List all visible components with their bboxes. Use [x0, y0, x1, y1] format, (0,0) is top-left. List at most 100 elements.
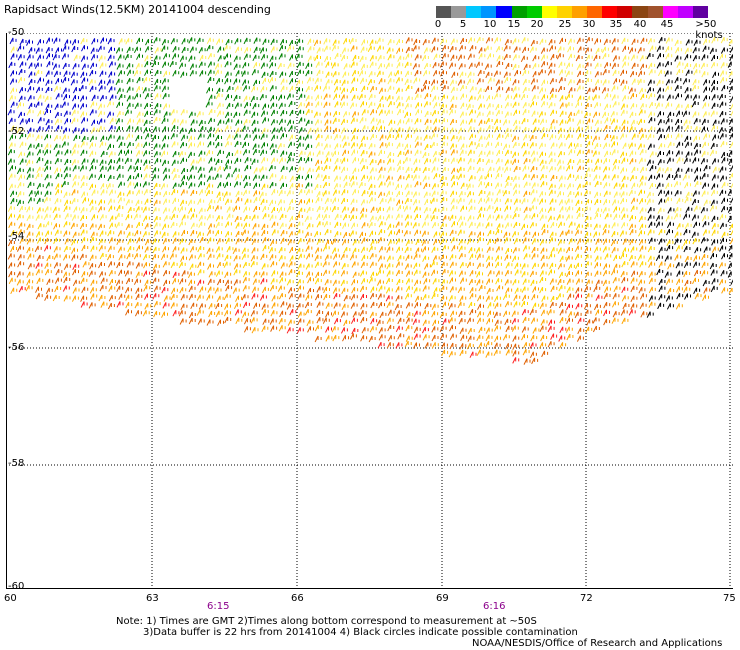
wind-barb [287, 62, 295, 69]
wind-barb [262, 38, 270, 46]
wind-barb [466, 78, 474, 86]
wind-barb [620, 79, 628, 86]
wind-barb [540, 60, 548, 68]
lon-label-69: 69 [436, 593, 449, 604]
wind-barb [44, 95, 52, 103]
wind-barb [358, 70, 366, 77]
wind-barb [594, 71, 602, 78]
wind-barb [325, 78, 333, 86]
wind-barb [269, 70, 277, 78]
wind-barb [207, 61, 215, 68]
wind-barb [279, 71, 287, 78]
wind-barb [259, 93, 267, 101]
wind-barb [216, 87, 224, 95]
wind-barb [692, 46, 700, 54]
colorbar-swatch [692, 6, 708, 18]
lat-label-58: -58 [8, 458, 25, 469]
wind-barb [116, 87, 124, 95]
wind-barb [215, 92, 223, 100]
wind-barb [665, 45, 673, 53]
wind-barb [404, 70, 412, 78]
cb-label-10: 10 [483, 19, 497, 30]
wind-barb [450, 86, 458, 94]
wind-barb [585, 54, 593, 62]
wind-barb [161, 85, 169, 93]
wind-barb [538, 87, 546, 94]
wind-barb [72, 86, 80, 94]
wind-barb [98, 55, 106, 62]
wind-barb [648, 68, 656, 76]
wind-barb [628, 47, 636, 54]
wind-barb [504, 38, 512, 46]
wind-barb [674, 76, 682, 84]
wind-barb [296, 69, 304, 76]
wind-barb [118, 93, 126, 101]
wind-barb [243, 46, 251, 54]
wind-barb [35, 69, 43, 77]
wind-barb [439, 38, 447, 45]
wind-barb [567, 45, 574, 53]
wind-barb [19, 61, 27, 68]
wind-barb [352, 54, 360, 62]
wind-barb [280, 78, 288, 85]
wind-barb [631, 38, 639, 46]
wind-barb [577, 46, 585, 53]
wind-barb [459, 84, 467, 92]
wind-barb [728, 39, 733, 46]
wind-barb [603, 61, 611, 69]
wind-barb [154, 78, 162, 86]
wind-barb [601, 87, 609, 94]
wind-barb [289, 85, 297, 93]
wind-barb [432, 61, 440, 69]
wind-barb [199, 54, 207, 62]
wind-barb [369, 61, 377, 68]
wind-barb [378, 87, 386, 94]
wind-barb [368, 70, 376, 78]
wind-barb [45, 79, 53, 86]
wind-barb [126, 86, 134, 93]
wind-barb [484, 85, 492, 93]
wind-barb [125, 38, 133, 45]
wind-barb [144, 69, 151, 76]
wind-barb [179, 55, 187, 62]
wind-barb [413, 38, 421, 46]
wind-barb [305, 62, 313, 70]
wind-barb [142, 87, 150, 94]
wind-barb [441, 44, 449, 52]
wind-barb [692, 62, 700, 70]
wind-barb [621, 61, 629, 68]
wind-barb [28, 47, 36, 54]
wind-barb [296, 61, 304, 69]
wind-barb [710, 61, 718, 69]
wind-barb [496, 86, 504, 93]
wind-barb [144, 92, 152, 100]
wind-barb [98, 85, 106, 92]
wind-barb [558, 76, 566, 84]
wind-barb [280, 85, 288, 93]
wind-barb [81, 63, 89, 70]
wind-barb [396, 47, 403, 54]
wind-barb [532, 70, 540, 78]
wind-barb [8, 61, 16, 69]
wind-barb [136, 53, 143, 60]
wind-barb [170, 37, 178, 45]
wind-barb [540, 47, 548, 54]
wind-barb [548, 38, 556, 46]
wind-barb [729, 78, 733, 86]
wind-barb [405, 37, 413, 44]
wind-barb [657, 69, 665, 77]
wind-barb [621, 37, 629, 45]
wind-barb [262, 77, 269, 85]
wind-barb [270, 38, 278, 46]
wind-barb [80, 55, 88, 62]
wind-barb [189, 69, 197, 77]
wind-barb [241, 70, 249, 77]
wind-barb [728, 85, 733, 93]
lat-label-56: -56 [8, 342, 25, 353]
wind-barb [584, 69, 592, 77]
credit-line: NOAA/NESDIS/Office of Research and Appli… [472, 638, 723, 649]
wind-barb [611, 62, 619, 70]
cb-label-45: 45 [660, 19, 674, 30]
wind-barb [37, 38, 44, 46]
wind-barb [487, 53, 494, 60]
